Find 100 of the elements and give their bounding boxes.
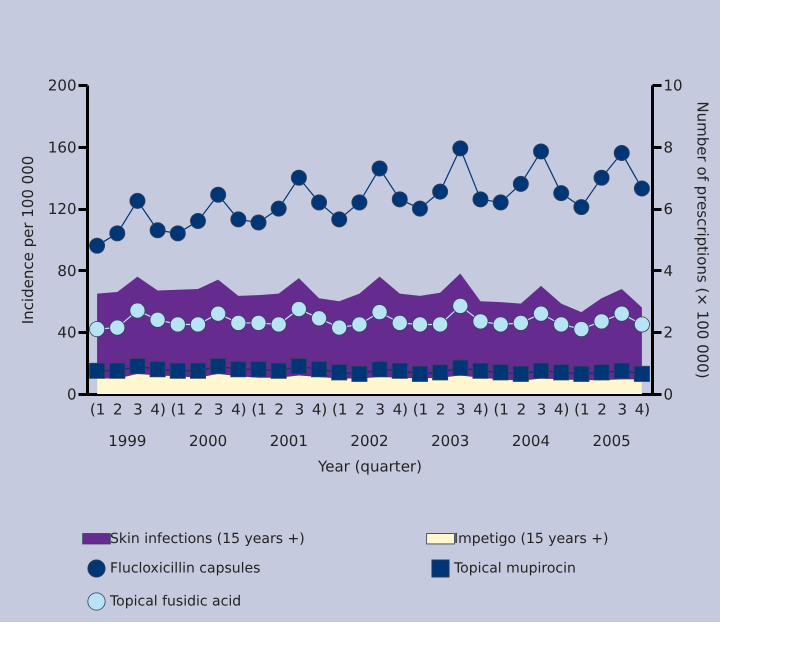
point <box>311 310 328 326</box>
x-tick-label: 4) <box>554 400 570 418</box>
point <box>412 316 428 332</box>
point <box>230 314 246 331</box>
point <box>129 192 146 209</box>
point <box>109 225 126 242</box>
x-tick-label: 4) <box>312 400 328 418</box>
point <box>492 194 509 210</box>
point <box>109 362 126 379</box>
legend-label: Topical fusidic acid <box>109 594 242 610</box>
legend-label: Topical mupirocin <box>453 560 576 576</box>
x-tick-label: 3 <box>375 400 385 418</box>
x-tick-label: (1 <box>574 400 590 418</box>
point <box>392 314 408 331</box>
point <box>372 160 388 176</box>
point <box>432 184 448 200</box>
point <box>432 364 448 380</box>
point <box>190 212 206 229</box>
x-tick-label: (1 <box>493 400 509 418</box>
point <box>351 366 368 382</box>
point <box>129 302 146 319</box>
point <box>372 304 388 320</box>
point <box>553 185 570 202</box>
point <box>492 316 509 332</box>
point <box>512 314 529 331</box>
point <box>412 200 428 217</box>
text: 2005 <box>592 432 631 450</box>
point <box>290 301 307 317</box>
legend-label: Impetigo (15 years +) <box>454 530 608 547</box>
point <box>553 364 570 380</box>
point <box>351 194 368 210</box>
point <box>331 364 348 380</box>
point <box>170 316 186 332</box>
text: 2000 <box>188 432 228 450</box>
point <box>250 361 266 378</box>
point <box>573 366 590 382</box>
x-tick-label: 2 <box>597 400 607 418</box>
x-tick-label: 3 <box>456 400 466 418</box>
x-tick-label: 2 <box>355 400 365 418</box>
point <box>533 143 549 160</box>
x-tick-label: 4) <box>473 400 489 418</box>
point <box>594 313 610 330</box>
point <box>372 361 388 378</box>
point <box>190 362 206 379</box>
point <box>412 366 428 382</box>
text: 1999 <box>108 432 146 450</box>
point <box>614 145 630 161</box>
legend-label: Skin infections (15 years +) <box>110 530 305 547</box>
x-axis-title: Year (quarter) <box>317 458 422 476</box>
x-tick-label: 3 <box>133 400 143 418</box>
point <box>452 140 468 156</box>
y-tick-label: 160 <box>48 138 76 156</box>
point <box>270 362 287 379</box>
text: 2002 <box>350 432 389 450</box>
point <box>331 211 348 228</box>
point <box>573 199 590 216</box>
x-tick-label: 2 <box>516 400 526 418</box>
x-tick-label: 3 <box>536 400 546 418</box>
y-tick-label: 120 <box>48 200 76 218</box>
x-tick-label: (1 <box>251 400 267 418</box>
point <box>472 191 488 208</box>
x-tick-label: 2 <box>112 400 123 418</box>
point <box>290 170 307 186</box>
point <box>230 361 246 378</box>
point <box>614 306 630 322</box>
point <box>311 194 328 210</box>
point <box>109 320 126 336</box>
y2-tick-label: 6 <box>664 200 674 218</box>
y2-tick-label: 8 <box>664 138 674 156</box>
point <box>250 214 266 230</box>
x-tick-label: 2 <box>274 400 284 418</box>
point <box>573 321 590 338</box>
point <box>553 316 570 332</box>
point <box>634 316 650 332</box>
point <box>594 170 610 186</box>
point <box>492 364 509 380</box>
x-tick-label: 4) <box>634 400 650 418</box>
point <box>270 316 287 332</box>
point <box>250 314 266 331</box>
x-tick-label: (1 <box>412 400 428 418</box>
x-tick-label: 3 <box>214 400 224 418</box>
y-tick-label: 40 <box>57 324 76 342</box>
point <box>432 316 448 332</box>
x-tick-label: (1 <box>90 400 106 418</box>
point <box>270 200 287 217</box>
text: 2003 <box>431 432 470 450</box>
x-tick-label: 3 <box>294 400 304 418</box>
x-tick-label: 4) <box>150 400 166 418</box>
point <box>331 320 348 336</box>
point <box>634 366 650 382</box>
y-axis-title: Incidence per 100 000 <box>18 156 37 324</box>
point <box>210 358 226 374</box>
point <box>351 316 368 332</box>
point <box>634 180 650 196</box>
x-tick-label: 4) <box>231 400 247 418</box>
point <box>311 361 328 378</box>
point <box>614 362 630 379</box>
point <box>594 364 610 380</box>
text: 2004 <box>512 432 550 450</box>
point <box>89 362 106 379</box>
